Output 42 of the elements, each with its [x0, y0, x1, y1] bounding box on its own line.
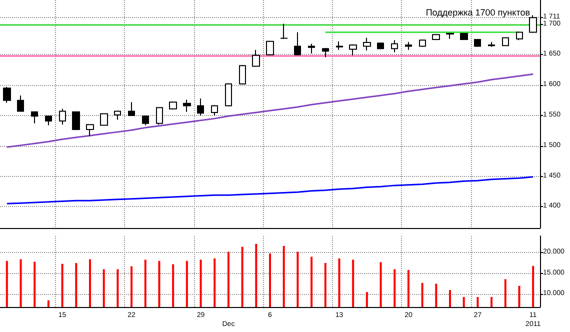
candlestick: [419, 39, 426, 48]
candlestick: [391, 40, 398, 53]
candlestick: [405, 41, 412, 50]
candlestick: [446, 32, 454, 40]
candlestick: [349, 44, 357, 56]
annotation: Поддержка 1700 пунктов: [426, 8, 530, 18]
candlestick: [336, 40, 343, 50]
candlestick: [280, 23, 288, 40]
candlestick: [377, 42, 384, 50]
candlestick: [100, 113, 108, 126]
candlestick: [156, 107, 163, 126]
candlestick: [239, 64, 246, 86]
candlestick: [183, 99, 191, 112]
line-series: [6, 73, 534, 148]
candlestick: [322, 48, 329, 58]
candlestick: [197, 98, 204, 116]
candlestick: [17, 94, 24, 112]
candlestick: [516, 31, 523, 41]
candlestick: [252, 49, 260, 68]
candlestick: [294, 32, 301, 56]
candlestick: [45, 116, 52, 126]
candlestick: [266, 40, 274, 56]
candlestick: [488, 41, 495, 48]
candlestick: [169, 101, 177, 110]
candlestick: [474, 39, 481, 48]
candlestick: [225, 82, 232, 107]
candlestick: [72, 111, 80, 131]
candlestick: [529, 14, 537, 34]
candlestick: [142, 116, 149, 126]
candlestick: [211, 104, 218, 116]
line-series: [6, 176, 534, 204]
candlestick: [3, 86, 11, 104]
candlestick: [128, 102, 135, 116]
candlestick: [31, 111, 38, 124]
candlestick: [86, 124, 94, 137]
candlestick: [432, 34, 440, 41]
candlestick: [502, 37, 509, 46]
candlestick: [308, 43, 315, 54]
candlestick: [59, 108, 66, 126]
candlestick: [460, 32, 468, 40]
candlestick: [114, 110, 121, 120]
candlestick: [363, 37, 371, 51]
